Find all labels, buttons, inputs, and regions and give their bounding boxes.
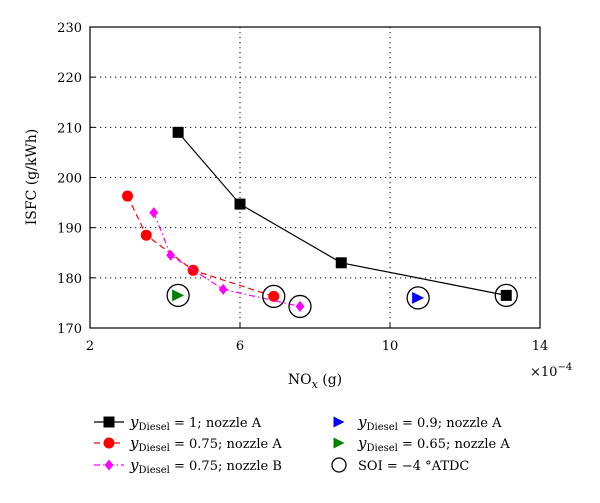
series-5: [172, 289, 185, 302]
legend-var: y: [357, 434, 367, 452]
legend-entry-4: yDiesel = 0.9; nozzle A: [333, 413, 502, 433]
series-4: [412, 291, 425, 304]
legend-entry-6: SOI = −4 °ATDC: [331, 457, 469, 474]
legend-label: yDiesel = 1; nozzle A: [129, 413, 262, 433]
legend-marker: [331, 457, 347, 473]
soi-highlight-circle: [406, 286, 430, 310]
data-point: [166, 249, 176, 261]
legend-label: SOI = −4 °ATDC: [358, 459, 469, 474]
series-1: [172, 126, 512, 301]
legend-label: yDiesel = 0.75; nozzle A: [129, 434, 282, 454]
legend-var: y: [357, 413, 367, 431]
legend-marker: [103, 416, 115, 428]
legend-subscript: Diesel: [366, 443, 397, 454]
x-axis-title-unit: (g): [318, 372, 342, 388]
data-point: [268, 290, 280, 302]
data-point: [140, 229, 152, 241]
y-tick-label: 220: [57, 71, 82, 86]
x-axis-multiplier: ×10−4: [530, 362, 572, 380]
series-layer: [122, 126, 512, 312]
x-axis-multiplier-exponent: −4: [557, 362, 572, 373]
data-point: [122, 190, 133, 202]
x-tick-label: 6: [236, 339, 244, 354]
data-point: [295, 300, 305, 312]
y-tick-label: 170: [57, 322, 82, 337]
legend-var: y: [129, 413, 139, 431]
data-point: [172, 289, 185, 302]
legend-label: yDiesel = 0.9; nozzle A: [357, 413, 502, 433]
soi-highlight-circle: [166, 283, 190, 308]
data-point: [234, 198, 246, 210]
y-tick-label: 180: [57, 272, 82, 287]
y-tick-label: 190: [57, 222, 82, 237]
legend-rest: = 1; nozzle A: [170, 416, 262, 431]
legend-marker: [104, 459, 114, 471]
data-point: [218, 283, 228, 295]
legend-subscript: Diesel: [138, 443, 169, 454]
data-point: [412, 291, 425, 304]
x-axis-multiplier-base: ×10: [530, 365, 557, 380]
data-point: [335, 257, 347, 269]
data-point: [149, 207, 159, 219]
soi-highlight-circle: [494, 283, 518, 308]
y-tick-label: 230: [57, 21, 82, 36]
series-3: [149, 207, 305, 312]
legend-rest: = 0.75; nozzle B: [170, 459, 282, 474]
legend-label: yDiesel = 0.75; nozzle B: [129, 456, 282, 476]
highlight-layer: [166, 283, 518, 319]
x-tick-label: 10: [382, 339, 399, 354]
legend-label: yDiesel = 0.65; nozzle A: [357, 434, 510, 454]
legend-entry-5: yDiesel = 0.65; nozzle A: [333, 434, 510, 454]
series-2: [122, 190, 280, 302]
data-point: [172, 126, 184, 138]
y-tick-label: 200: [57, 172, 82, 187]
axis-ticks: 2 6 10 14 170 180 190 200 210 220 230: [57, 21, 548, 354]
legend-marker: [333, 437, 345, 449]
soi-highlight-circle: [288, 294, 312, 319]
y-axis-title: ISFC (g/kWh): [24, 129, 40, 226]
legend-var: y: [129, 456, 139, 474]
legend-entry-3: yDiesel = 0.75; nozzle B: [94, 456, 282, 476]
legend-subscript: Diesel: [138, 422, 169, 433]
legend-subscript: Diesel: [138, 465, 169, 476]
legend-rest: = 0.65; nozzle A: [398, 437, 510, 452]
data-point: [500, 289, 512, 301]
legend-subscript: Diesel: [366, 422, 397, 433]
series-line: [153, 212, 301, 308]
y-tick-label: 210: [57, 121, 82, 136]
legend-entry-2: yDiesel = 0.75; nozzle A: [94, 434, 282, 454]
x-tick-label: 2: [86, 339, 94, 354]
legend-rest: = 0.9; nozzle A: [398, 416, 502, 431]
x-axis-title: NOx (g): [288, 372, 342, 391]
legend-entry-1: yDiesel = 1; nozzle A: [94, 413, 262, 433]
x-axis-title-main: NO: [288, 372, 312, 388]
grid-lines: [90, 27, 540, 328]
legend-rest: = 0.75; nozzle A: [170, 437, 282, 452]
series-line: [177, 131, 507, 296]
legend-marker: [333, 416, 345, 428]
x-axis-title-sub: x: [312, 378, 319, 391]
x-tick-label: 14: [532, 339, 549, 354]
legend-var: y: [129, 434, 139, 452]
legend-marker: [103, 437, 115, 449]
soi-highlight-circle: [262, 284, 286, 309]
